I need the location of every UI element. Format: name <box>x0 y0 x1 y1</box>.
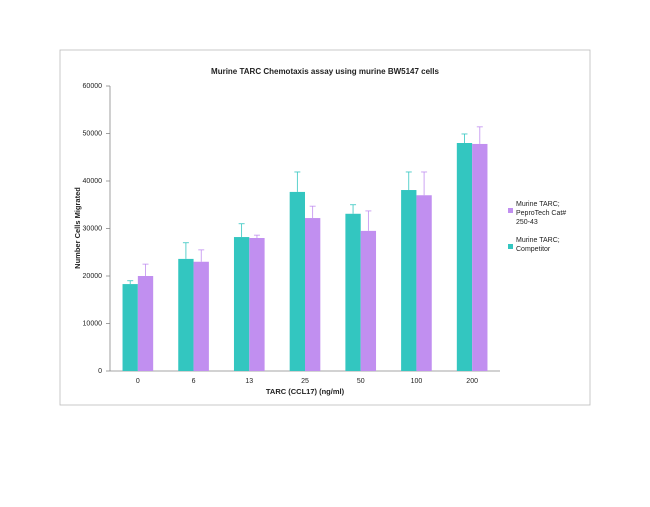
y-axis-label: Number Cells Migrated <box>73 187 82 269</box>
bar <box>305 218 321 371</box>
chart-title: Murine TARC Chemotaxis assay using murin… <box>211 67 439 76</box>
y-tick-label: 40000 <box>83 178 103 185</box>
bar <box>456 143 473 371</box>
legend-item: Murine TARC; PeproTech Cat# 250-43 <box>516 201 567 226</box>
x-tick-label: 0 <box>136 378 140 385</box>
legend-label: Murine TARC; PeproTech Cat# 250-43 <box>516 201 567 226</box>
x-axis-label: TARC (CCL17) (ng/ml) <box>266 387 345 396</box>
y-tick-label: 60000 <box>83 83 103 90</box>
y-tick-label: 50000 <box>83 130 103 137</box>
legend-swatch <box>508 244 513 249</box>
bar <box>178 258 194 371</box>
y-tick-label: 20000 <box>83 273 103 280</box>
legend-item: Murine TARC; Competitor <box>516 237 560 253</box>
bar <box>472 143 488 371</box>
bar <box>401 190 417 371</box>
bar <box>233 237 250 371</box>
bar <box>360 230 377 371</box>
bar <box>416 195 432 371</box>
x-tick-label: 6 <box>192 378 196 385</box>
y-tick-label: 10000 <box>83 320 103 327</box>
x-tick-label: 100 <box>411 378 423 385</box>
bar <box>137 276 154 371</box>
bar <box>289 191 305 371</box>
bar <box>345 213 361 371</box>
x-tick-label: 13 <box>245 378 253 385</box>
legend-swatch <box>508 208 513 213</box>
y-tick-label: 0 <box>98 368 102 375</box>
bar <box>122 284 138 371</box>
legend-label: Murine TARC; Competitor <box>516 237 560 253</box>
bar <box>193 261 209 371</box>
bar <box>249 238 265 371</box>
y-tick-label: 30000 <box>83 225 103 232</box>
x-tick-label: 50 <box>357 378 365 385</box>
x-tick-label: 25 <box>301 378 309 385</box>
x-tick-label: 200 <box>466 378 478 385</box>
